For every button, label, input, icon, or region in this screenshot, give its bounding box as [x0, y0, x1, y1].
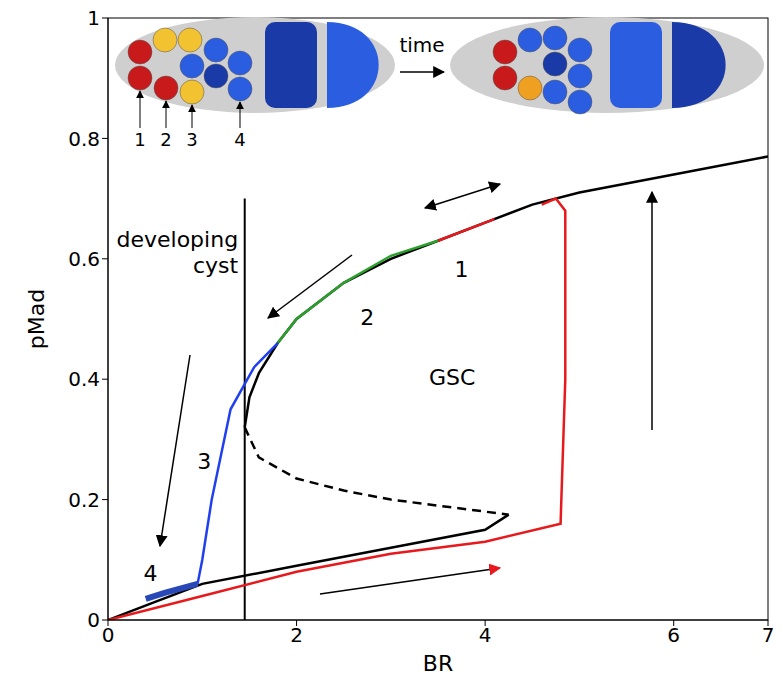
svg-text:2: 2	[160, 129, 171, 150]
svg-text:0: 0	[87, 608, 100, 632]
svg-text:0.2: 0.2	[68, 488, 100, 512]
svg-text:7: 7	[762, 623, 775, 647]
svg-text:4: 4	[143, 561, 157, 586]
svg-text:0.6: 0.6	[68, 247, 100, 271]
svg-text:0.4: 0.4	[68, 367, 100, 391]
svg-text:developingcyst: developingcyst	[116, 227, 238, 278]
svg-text:1: 1	[134, 129, 145, 150]
svg-text:2: 2	[290, 623, 303, 647]
svg-text:1: 1	[455, 257, 469, 282]
svg-text:GSC: GSC	[429, 365, 475, 390]
svg-text:time: time	[399, 33, 444, 57]
svg-text:pMad: pMad	[24, 289, 49, 349]
svg-text:4: 4	[479, 623, 492, 647]
svg-text:BR: BR	[423, 651, 453, 676]
svg-text:0: 0	[102, 623, 115, 647]
svg-text:6: 6	[667, 623, 680, 647]
svg-text:1: 1	[87, 6, 100, 30]
svg-text:0.8: 0.8	[68, 127, 100, 151]
svg-text:4: 4	[234, 129, 245, 150]
svg-text:3: 3	[197, 449, 211, 474]
svg-text:2: 2	[360, 305, 374, 330]
svg-text:3: 3	[186, 129, 197, 150]
